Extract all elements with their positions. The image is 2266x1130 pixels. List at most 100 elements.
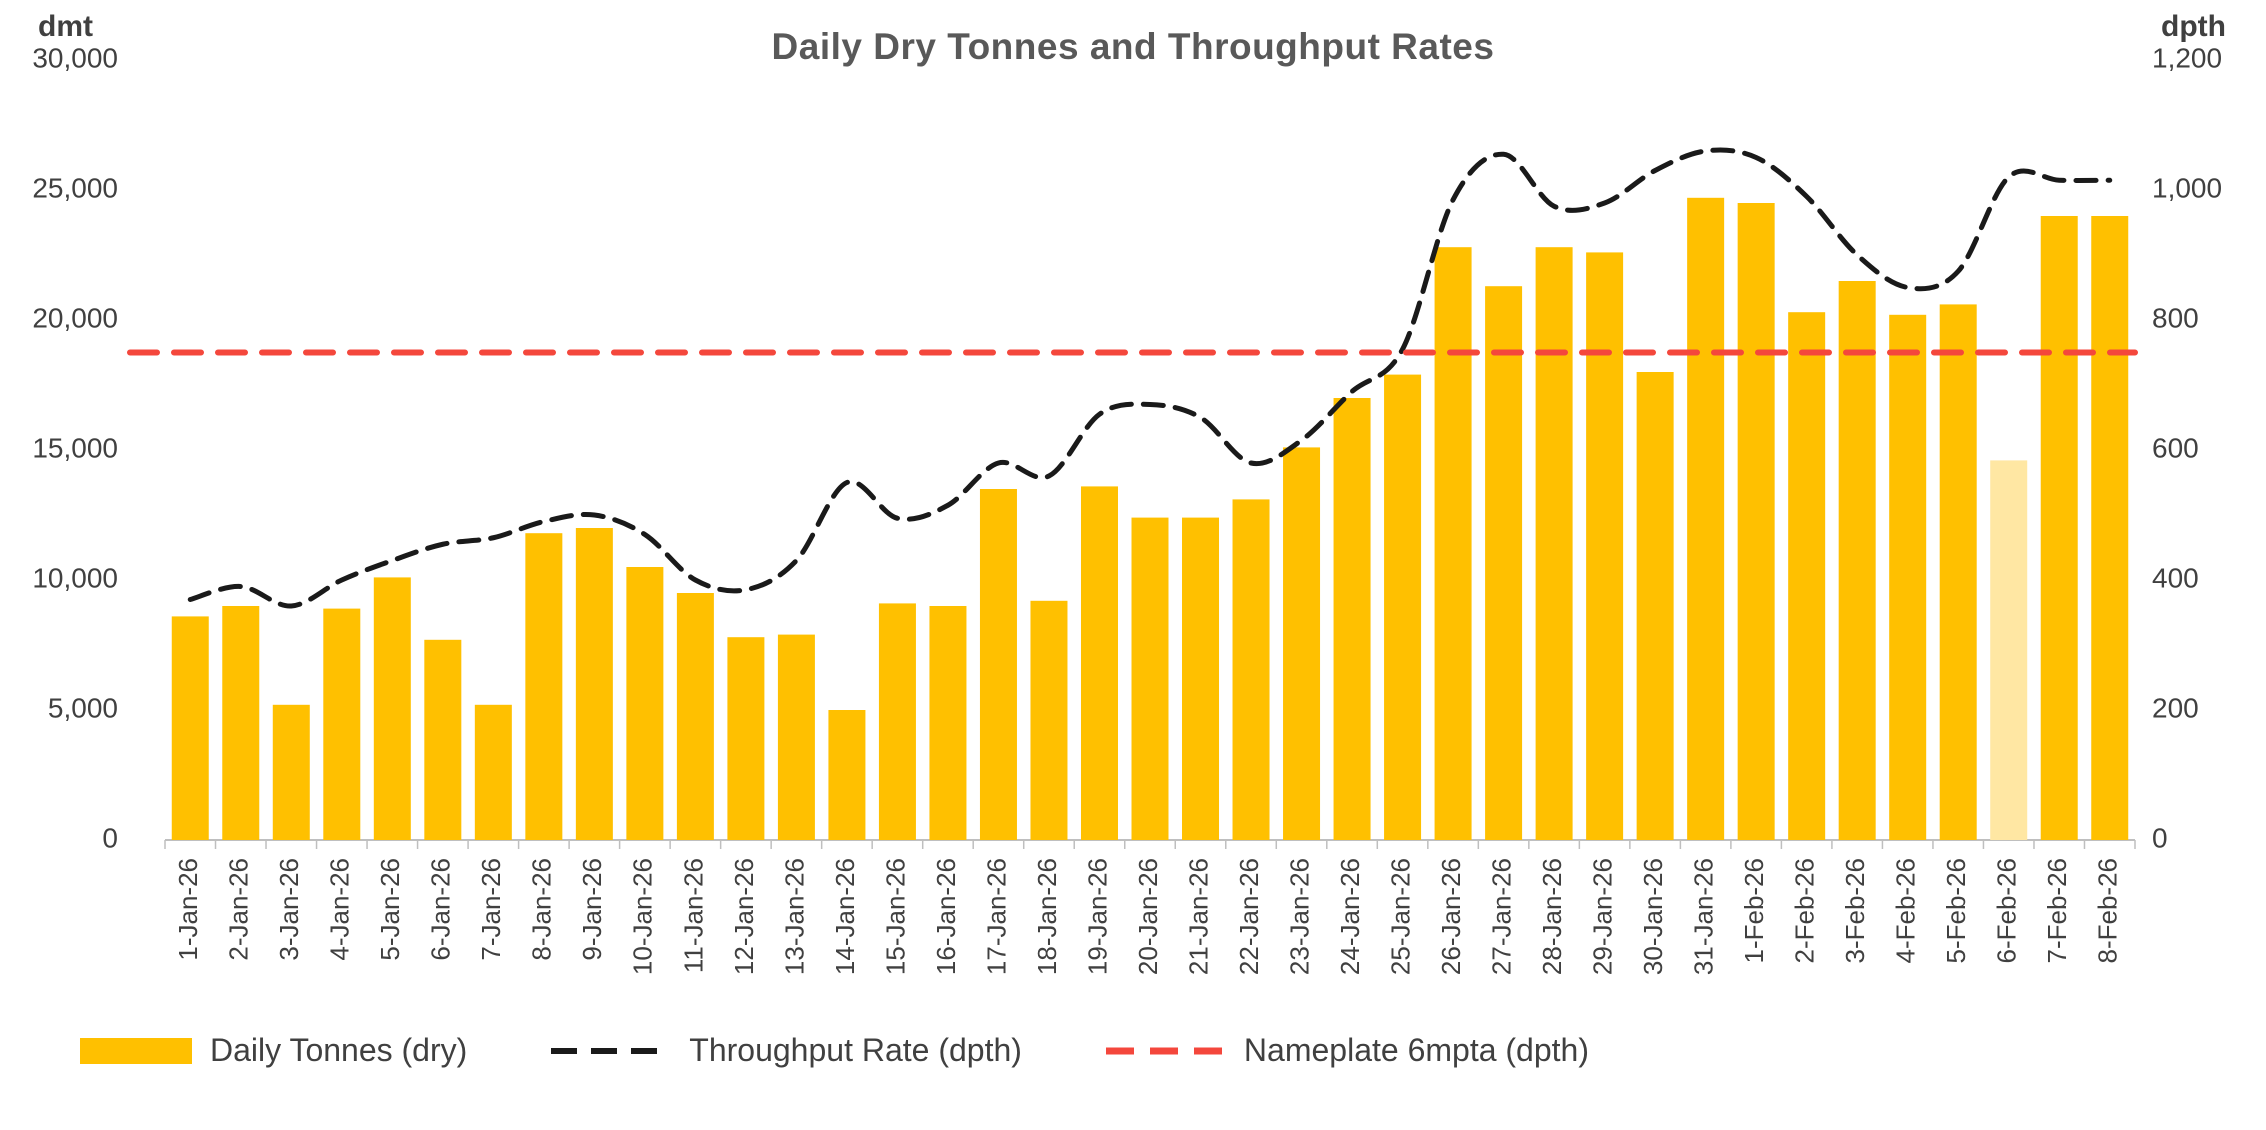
x-axis-label: 8-Feb-26 <box>2093 858 2123 964</box>
legend-label-daily-tonnes: Daily Tonnes (dry) <box>210 1032 468 1068</box>
x-axis-label: 29-Jan-26 <box>1587 858 1617 975</box>
legend-item-throughput-rate: Throughput Rate (dpth) <box>551 1032 1022 1069</box>
daily-tonnes-bar <box>1838 281 1876 840</box>
legend-item-nameplate: Nameplate 6mpta (dpth) <box>1105 1032 1589 1069</box>
x-axis-label: 27-Jan-26 <box>1486 858 1516 975</box>
x-axis-label: 8-Jan-26 <box>527 858 557 961</box>
daily-tonnes-bar <box>1636 372 1674 840</box>
daily-tonnes-bar <box>474 704 512 840</box>
daily-tonnes-bar <box>424 639 462 840</box>
x-axis-label: 10-Jan-26 <box>628 858 658 975</box>
x-axis-label: 13-Jan-26 <box>779 858 809 975</box>
daily-tonnes-bar <box>727 637 765 840</box>
right-axis-tick: 600 <box>2152 432 2199 463</box>
x-axis-label: 31-Jan-26 <box>1689 858 1719 975</box>
daily-tonnes-bar <box>1232 499 1270 840</box>
daily-tonnes-bar <box>676 593 714 840</box>
x-axis-label: 7-Feb-26 <box>2042 858 2072 964</box>
daily-tonnes-bar <box>171 616 209 840</box>
right-axis-tick: 400 <box>2152 562 2199 593</box>
daily-tonnes-bar <box>373 577 411 840</box>
x-axis-label: 25-Jan-26 <box>1385 858 1415 975</box>
x-axis-label: 11-Jan-26 <box>678 858 708 973</box>
daily-tonnes-bar <box>1687 197 1725 841</box>
daily-tonnes-bar <box>1182 517 1220 840</box>
daily-tonnes-bar <box>626 567 664 840</box>
right-axis-tick: 0 <box>2152 822 2168 853</box>
legend-label-throughput-rate: Throughput Rate (dpth) <box>689 1032 1022 1068</box>
x-axis-label: 9-Jan-26 <box>577 858 607 961</box>
left-axis-title: dmt <box>38 10 93 43</box>
x-axis-label: 17-Jan-26 <box>981 858 1011 975</box>
x-axis-label: 5-Jan-26 <box>375 858 405 961</box>
daily-tonnes-bar <box>1080 486 1118 840</box>
x-axis-label: 30-Jan-26 <box>1638 858 1668 975</box>
x-axis-label: 6-Jan-26 <box>426 858 456 961</box>
daily-tonnes-bar <box>1535 247 1573 840</box>
daily-tonnes-bar <box>1889 314 1927 840</box>
throughput-rate-line <box>187 147 2113 609</box>
x-axis-label: 18-Jan-26 <box>1032 858 1062 975</box>
x-axis-label: 26-Jan-26 <box>1436 858 1466 975</box>
x-axis-label: 19-Jan-26 <box>1082 858 1112 975</box>
x-axis-label: 22-Jan-26 <box>1234 858 1264 975</box>
daily-tonnes-bar <box>1939 304 1977 840</box>
left-axis-tick: 20,000 <box>32 302 118 333</box>
daily-tonnes-bar <box>1485 286 1523 840</box>
x-axis-label: 1-Feb-26 <box>1739 858 1769 964</box>
chart-title: Daily Dry Tonnes and Throughput Rates <box>771 26 1495 67</box>
x-axis-label: 20-Jan-26 <box>1133 858 1163 975</box>
daily-tonnes-bar <box>1737 203 1775 840</box>
legend-label-nameplate: Nameplate 6mpta (dpth) <box>1243 1032 1589 1068</box>
daily-tonnes-bar <box>1030 600 1068 840</box>
left-axis-tick: 10,000 <box>32 562 118 593</box>
daily-tonnes-bar <box>929 606 967 840</box>
x-axis-label: 16-Jan-26 <box>931 858 961 975</box>
daily-tonnes-bar <box>1990 460 2028 840</box>
daily-tonnes-bar <box>1586 252 1624 840</box>
right-axis-tick: 1,000 <box>2152 172 2222 203</box>
throughput-rate-swatch-icon <box>551 1047 672 1054</box>
left-axis-tick: 25,000 <box>32 172 118 203</box>
right-axis-tick: 800 <box>2152 302 2199 333</box>
left-axis-tick: 15,000 <box>32 432 118 463</box>
right-axis-title: dpth <box>2161 10 2226 43</box>
x-axis-label: 2-Feb-26 <box>1790 858 1820 964</box>
x-axis-label: 4-Feb-26 <box>1891 858 1921 964</box>
x-axis-label: 24-Jan-26 <box>1335 858 1365 975</box>
nameplate-swatch-icon <box>1105 1047 1226 1054</box>
x-axis-label: 23-Jan-26 <box>1284 858 1314 975</box>
x-axis-label: 14-Jan-26 <box>830 858 860 975</box>
x-axis-label: 6-Feb-26 <box>1992 858 2022 964</box>
x-axis-label: 12-Jan-26 <box>729 858 759 975</box>
left-axis-tick: 0 <box>102 822 118 853</box>
left-axis-tick: 30,000 <box>32 42 118 73</box>
daily-tonnes-bar <box>1384 374 1422 840</box>
x-axis-label: 7-Jan-26 <box>476 858 506 961</box>
daily-tonnes-bar <box>1333 398 1371 840</box>
daily-tonnes-bar <box>1434 247 1472 840</box>
daily-tonnes-swatch-icon <box>80 1037 192 1064</box>
daily-tonnes-bar <box>878 603 916 840</box>
x-axis-label: 21-Jan-26 <box>1183 858 1213 975</box>
daily-tonnes-bar <box>828 710 866 840</box>
left-axis-tick: 5,000 <box>48 692 118 723</box>
daily-tonnes-bar <box>272 704 310 840</box>
x-axis-label: 4-Jan-26 <box>325 858 355 961</box>
right-axis-tick: 1,200 <box>2152 42 2222 73</box>
daily-tonnes-bar <box>2091 216 2129 840</box>
daily-tonnes-bar <box>979 489 1017 840</box>
daily-tonnes-bar <box>2040 216 2078 840</box>
x-axis-label: 3-Jan-26 <box>274 858 304 961</box>
daily-tonnes-bar <box>1788 312 1826 840</box>
x-axis-label: 15-Jan-26 <box>880 858 910 975</box>
right-axis-tick: 200 <box>2152 692 2199 723</box>
daily-tonnes-bar <box>323 608 361 840</box>
daily-tonnes-bar <box>1283 447 1321 840</box>
x-axis-label: 3-Feb-26 <box>1840 858 1870 964</box>
daily-tonnes-bar <box>777 634 815 840</box>
daily-tonnes-bar <box>575 528 613 840</box>
daily-tonnes-bar <box>525 533 563 840</box>
x-axis-label: 1-Jan-26 <box>173 858 203 961</box>
